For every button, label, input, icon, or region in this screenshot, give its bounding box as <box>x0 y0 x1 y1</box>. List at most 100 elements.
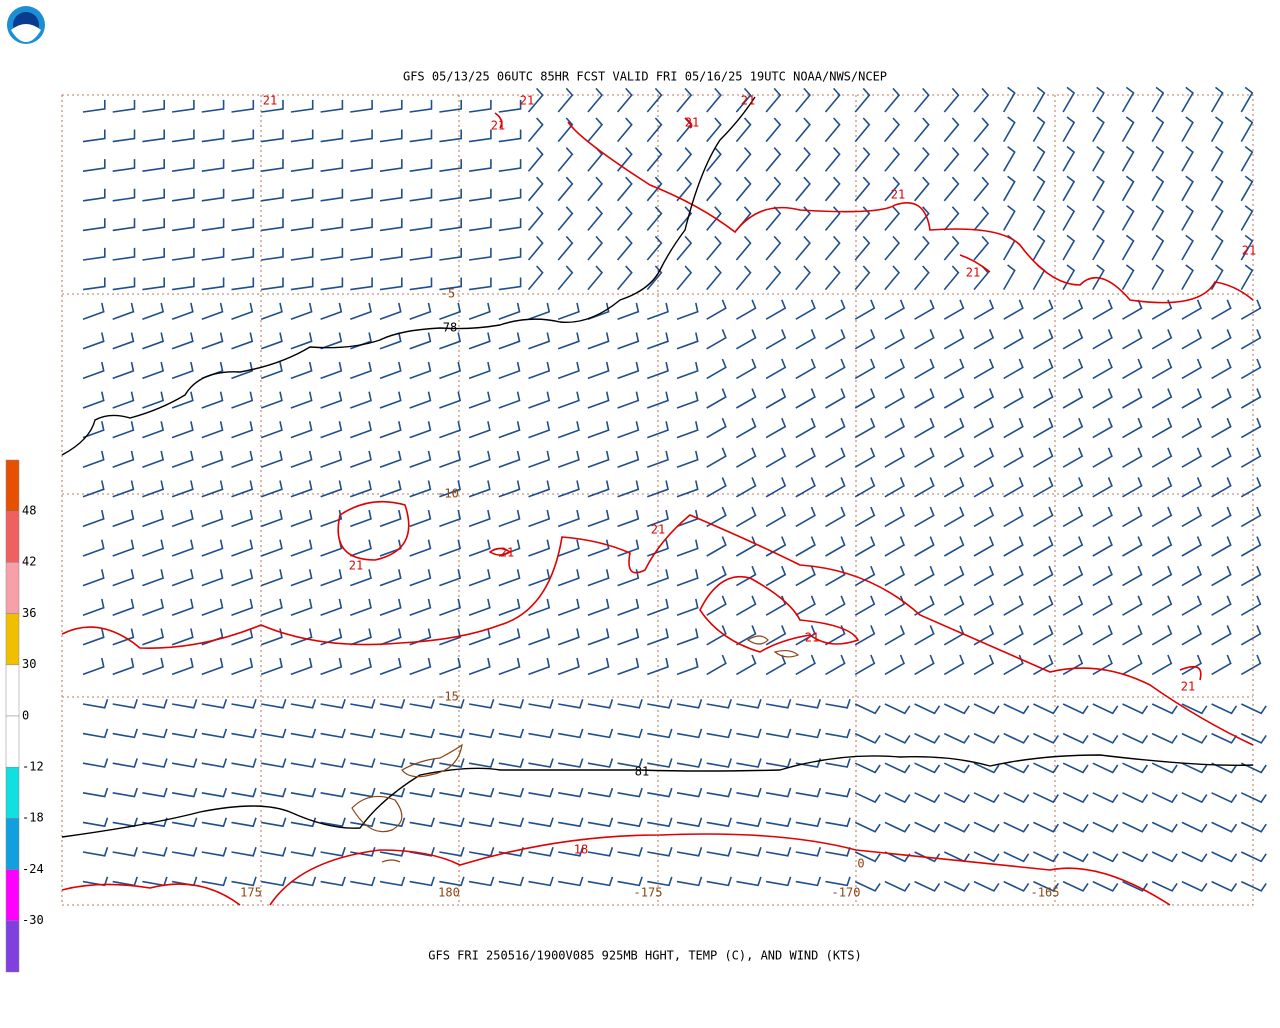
wind-barb <box>142 787 168 798</box>
wind-barb <box>795 787 822 798</box>
wind-barb <box>290 129 314 143</box>
wind-barb <box>587 539 610 557</box>
wind-barb <box>884 206 901 231</box>
wind-barb <box>379 480 402 498</box>
wind-barb <box>261 728 287 739</box>
longitude-label: 180 <box>438 886 460 900</box>
wind-barb <box>973 536 995 557</box>
wind-barb <box>676 332 699 350</box>
wind-barb <box>1062 234 1076 261</box>
wind-barb <box>558 758 584 768</box>
wind-barb <box>1211 595 1232 616</box>
wind-barb <box>1122 536 1143 557</box>
wind-barb <box>112 277 136 291</box>
wind-barb <box>201 657 224 676</box>
wind-barb <box>1062 447 1084 468</box>
wind-barb <box>231 247 255 261</box>
wind-barb <box>171 159 195 172</box>
wind-barb <box>439 728 465 739</box>
wind-barb <box>320 876 346 887</box>
wind-barb <box>439 450 462 468</box>
wind-barb <box>973 358 995 380</box>
wind-barb <box>1122 821 1149 833</box>
wind-barb <box>1003 732 1030 744</box>
wind-barb <box>528 361 551 380</box>
map-grid <box>61 94 1254 906</box>
wind-barb <box>439 391 462 409</box>
wind-barb <box>1003 821 1030 833</box>
wind-barb <box>706 728 732 739</box>
wind-barb <box>171 657 194 676</box>
wind-barb <box>1240 565 1262 587</box>
wind-barb <box>260 450 283 468</box>
wind-barb <box>1211 329 1232 350</box>
wind-barb <box>290 628 313 646</box>
wind-barb <box>231 129 255 143</box>
wind-barb <box>1151 145 1165 172</box>
wind-barb <box>231 218 255 232</box>
wind-barb <box>439 628 462 646</box>
wind-barb <box>528 598 551 616</box>
wind-barb <box>1092 145 1105 172</box>
wind-barb <box>261 129 284 143</box>
wind-barb <box>290 509 313 528</box>
wind-barb <box>350 876 376 887</box>
wind-barb <box>1003 329 1024 350</box>
wind-barb <box>825 699 851 709</box>
wind-barb <box>350 247 373 261</box>
wind-barb <box>557 480 580 498</box>
wind-barb <box>587 117 604 143</box>
wind-barb <box>973 654 995 676</box>
wind-barb <box>201 247 225 261</box>
wind-barb <box>913 117 930 143</box>
wind-barb <box>112 188 136 202</box>
wind-barb <box>142 421 165 439</box>
wind-barb <box>884 329 906 350</box>
latitude-label: -10 <box>437 487 459 501</box>
wind-barb <box>706 147 722 172</box>
wind-barb <box>112 480 135 498</box>
wind-barb <box>171 218 195 232</box>
wind-barb <box>409 569 432 587</box>
wind-barb <box>617 480 640 498</box>
wind-barb <box>320 332 343 350</box>
color-label: 30 <box>22 657 36 671</box>
wind-barb <box>617 598 640 616</box>
wind-barb <box>1062 329 1084 350</box>
wind-barb <box>795 654 816 676</box>
wind-barb <box>1181 477 1203 498</box>
wind-barb <box>379 361 402 380</box>
wind-barb <box>1062 762 1089 774</box>
wind-barb <box>1033 595 1054 616</box>
wind-barb <box>647 728 673 739</box>
wind-barb <box>1122 732 1149 744</box>
wind-barb <box>409 758 435 768</box>
wind-barb <box>409 247 433 261</box>
wind-barb <box>379 569 402 587</box>
wind-barb <box>1092 880 1119 892</box>
contour-label: 21 <box>891 188 905 202</box>
wind-barb <box>1151 175 1165 202</box>
wind-barb <box>231 480 254 498</box>
wind-barb <box>1240 732 1267 744</box>
wind-barb <box>1151 792 1178 804</box>
wind-barb <box>82 188 106 202</box>
wind-barb <box>1240 145 1254 172</box>
wind-barb <box>260 361 283 380</box>
wind-barb <box>1062 116 1076 142</box>
wind-barb <box>82 480 105 498</box>
wind-barb <box>439 421 462 439</box>
wind-barb <box>825 477 846 498</box>
wind-barb <box>825 447 846 468</box>
wind-barb <box>171 277 195 291</box>
contour-label: 18 <box>574 843 588 857</box>
wind-barb <box>914 358 935 380</box>
wind-barb <box>260 332 283 350</box>
wind-barb <box>646 265 663 291</box>
wind-barb <box>646 206 663 231</box>
wind-barb <box>260 421 283 439</box>
wind-barb <box>1003 536 1024 557</box>
wind-barb <box>1092 477 1113 498</box>
wind-barb <box>1181 506 1203 528</box>
wind-barb <box>261 817 287 828</box>
